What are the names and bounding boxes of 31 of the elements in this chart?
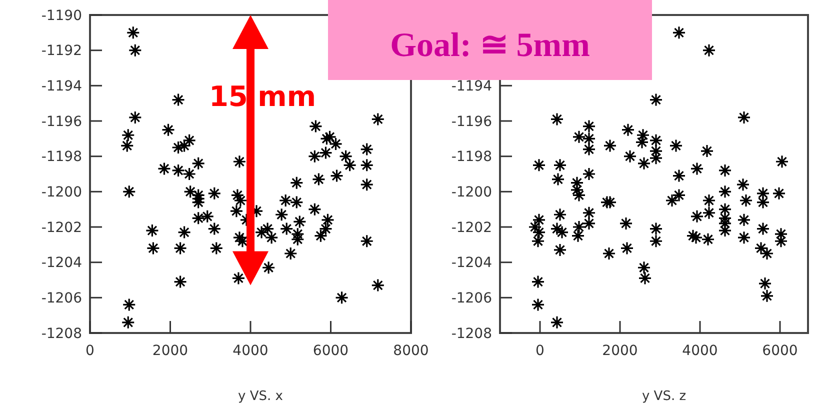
- y-tick-label: -1198: [41, 149, 82, 166]
- y-tick-label: -1200: [41, 184, 82, 201]
- x-tick-label: 2000: [152, 343, 188, 359]
- y-tick-label: -1204: [451, 255, 492, 272]
- y-tick-label: -1196: [451, 114, 492, 130]
- y-tick-label: -1202: [41, 220, 82, 236]
- y-tick-label: -1206: [41, 290, 82, 307]
- x-tick-label: 0: [86, 343, 94, 359]
- annotation: Goal: ≅ 5mm: [390, 27, 590, 64]
- x-tick-label: 4000: [232, 343, 268, 359]
- y-tick-label: -1194: [41, 78, 82, 95]
- y-tick-label: -1196: [41, 114, 82, 130]
- y-tick-label: -1206: [451, 290, 492, 307]
- y-tick-label: -1208: [41, 326, 82, 342]
- x-axis-title: y VS. z: [642, 389, 686, 404]
- annotation: 15 mm: [208, 80, 316, 113]
- y-tick-label: -1200: [451, 184, 492, 201]
- y-tick-label: -1190: [41, 8, 82, 24]
- y-tick-label: -1192: [41, 43, 82, 60]
- x-axis-title: y VS. x: [238, 389, 284, 404]
- x-tick-label: 0: [536, 343, 544, 359]
- x-tick-label: 8000: [393, 343, 429, 359]
- y-tick-label: -1208: [451, 326, 492, 342]
- y-tick-label: -1204: [41, 255, 82, 272]
- x-tick-label: 4000: [682, 343, 718, 359]
- y-tick-label: -1202: [451, 220, 492, 236]
- x-tick-label: 6000: [312, 343, 349, 359]
- y-tick-label: -1198: [451, 149, 492, 166]
- y-tick-label: -1194: [451, 78, 492, 95]
- x-tick-label: 2000: [602, 343, 638, 359]
- x-tick-label: 6000: [762, 343, 798, 359]
